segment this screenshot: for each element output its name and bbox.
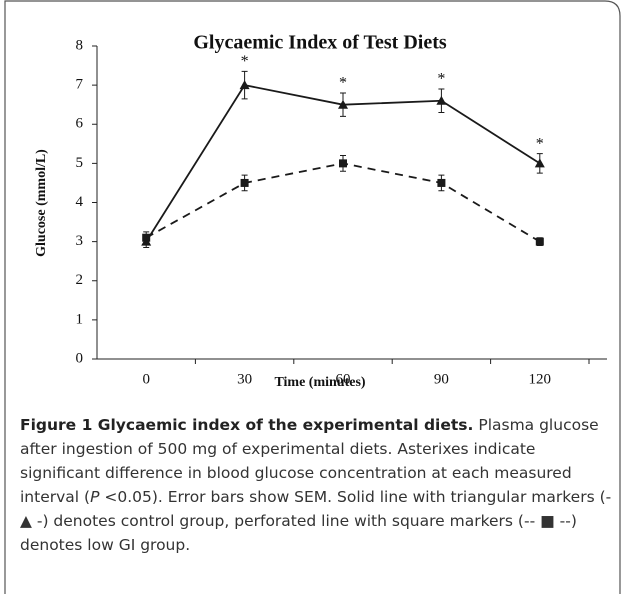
caption-title: Figure 1 Glycaemic index of the experime… bbox=[20, 416, 474, 434]
marker bbox=[339, 159, 347, 168]
marker bbox=[142, 233, 151, 242]
y-tick-label: 7 bbox=[76, 77, 84, 93]
x-tick-label: 0 bbox=[142, 371, 150, 387]
caption: Figure 1 Glycaemic index of the experime… bbox=[20, 413, 612, 557]
caption-text: Plasma glucose after ingestion of 500 mg… bbox=[20, 416, 599, 506]
figure-frame bbox=[4, 0, 621, 594]
y-axis-label: Glucose (mmol/L) bbox=[34, 149, 49, 257]
x-tick-label: 90 bbox=[434, 371, 449, 387]
series-line bbox=[145, 162, 541, 243]
significance-mark: * bbox=[241, 53, 249, 70]
marker bbox=[239, 80, 250, 90]
y-tick-label: 8 bbox=[76, 37, 84, 53]
x-tick-label: 60 bbox=[336, 371, 351, 387]
y-tick-label: 4 bbox=[76, 194, 84, 210]
caption-p: P bbox=[90, 488, 100, 506]
x-axis-label: Time (minutes) bbox=[274, 375, 365, 390]
y-tick-label: 5 bbox=[76, 155, 84, 171]
marker bbox=[437, 178, 446, 187]
y-tick-label: 2 bbox=[76, 272, 84, 288]
marker bbox=[436, 95, 447, 105]
marker bbox=[338, 99, 348, 109]
marker bbox=[240, 178, 249, 187]
marker bbox=[535, 237, 544, 246]
marker bbox=[534, 158, 545, 168]
x-tick-label: 30 bbox=[237, 371, 252, 387]
caption-text: <0.05). Error bars show SEM. Solid line … bbox=[20, 488, 612, 554]
y-tick-label: 1 bbox=[76, 311, 84, 327]
y-tick-label: 0 bbox=[76, 350, 84, 366]
x-tick-label: 120 bbox=[529, 371, 552, 387]
y-tick-label: 3 bbox=[76, 233, 84, 249]
chart-title: Glycaemic Index of Test Diets bbox=[193, 32, 447, 54]
significance-mark: * bbox=[437, 71, 445, 88]
significance-mark: * bbox=[339, 75, 347, 92]
significance-mark: * bbox=[536, 135, 544, 152]
y-tick-label: 6 bbox=[76, 116, 84, 132]
